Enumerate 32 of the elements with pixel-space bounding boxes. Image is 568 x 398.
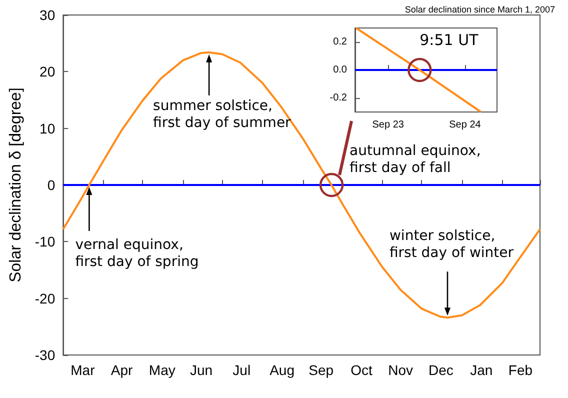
y-tick-label: -30	[34, 347, 56, 363]
x-tick-label: Sep 24	[449, 120, 482, 130]
x-tick-label: Oct	[350, 362, 372, 378]
annotation: vernal equinox, first day of spring	[75, 237, 199, 271]
y-tick-label: 20	[40, 64, 56, 80]
x-tick-label: Jun	[190, 362, 213, 378]
y-tick-label: -0.2	[330, 92, 348, 104]
y-tick-label: 0	[47, 177, 56, 193]
x-tick-label: Apr	[110, 362, 133, 378]
y-tick-label: 30	[40, 7, 56, 23]
x-tick-label: Mar	[70, 362, 96, 378]
y-tick-label: 0.0	[333, 64, 348, 76]
x-tick-label: Jan	[470, 362, 493, 378]
chart-title: Solar declination since March 1, 2007	[404, 4, 556, 14]
annotation: autumnal equinox, first day of fall	[350, 143, 481, 177]
x-tick-label: Sep 23	[372, 120, 404, 130]
x-tick-label: Aug	[270, 362, 294, 378]
x-tick-label: Dec	[428, 362, 454, 378]
x-tick-label: Nov	[388, 362, 414, 378]
x-tick-label: May	[148, 362, 176, 378]
y-axis-title: Solar declination δ [degree]	[8, 88, 24, 282]
y-tick-label: 0.2	[333, 36, 348, 48]
annotation: 9:51 UT	[420, 31, 478, 49]
x-tick-label: Sep	[308, 362, 334, 378]
x-tick-label: Feb	[508, 362, 533, 378]
y-tick-label: 10	[40, 120, 56, 136]
y-tick-label: -20	[34, 290, 56, 306]
x-tick-label: Jul	[232, 362, 251, 378]
y-tick-label: -10	[34, 234, 56, 250]
annotation: summer solstice, first day of summer	[153, 98, 291, 132]
line-series	[62, 51, 541, 319]
annotation: winter solstice, first day of winter	[389, 228, 514, 262]
